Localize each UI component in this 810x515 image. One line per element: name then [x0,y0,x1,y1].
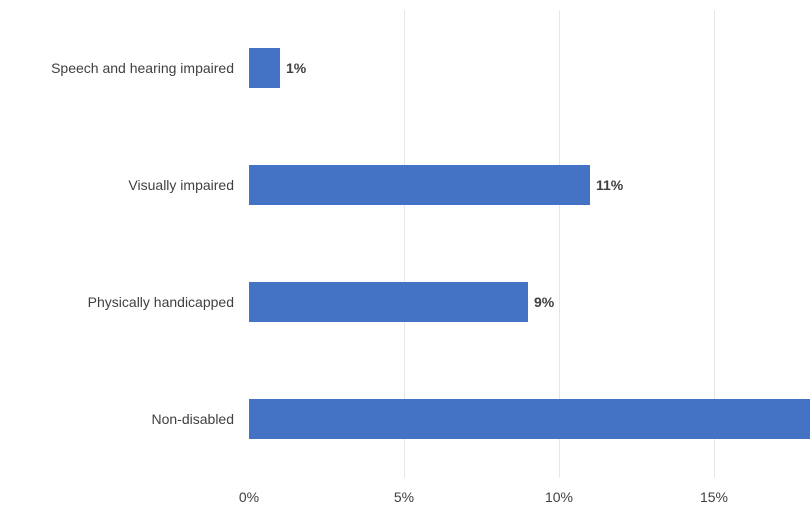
x-axis-tick-labels: 0%5%10%15%20%25%30%35% [239,489,728,505]
bars [249,48,810,439]
bar-1 [249,48,280,88]
x-tick-label: 15% [700,489,728,505]
category-label: Physically handicapped [88,294,234,310]
value-labels: 1%11%9%29% [286,60,624,310]
category-label: Speech and hearing impaired [51,60,234,76]
category-label: Non-disabled [152,411,235,427]
value-label: 1% [286,60,307,76]
x-tick-label: 10% [545,489,573,505]
x-tick-label: 5% [394,489,414,505]
bar-2 [249,165,590,205]
category-labels: Speech and hearing impaired Visually impa… [51,60,234,427]
x-tick-label: 0% [239,489,259,505]
bar-4 [249,399,810,439]
value-label: 9% [534,294,555,310]
category-label: Visually impaired [128,177,234,193]
value-label: 11% [596,177,624,193]
bar-3 [249,282,528,322]
